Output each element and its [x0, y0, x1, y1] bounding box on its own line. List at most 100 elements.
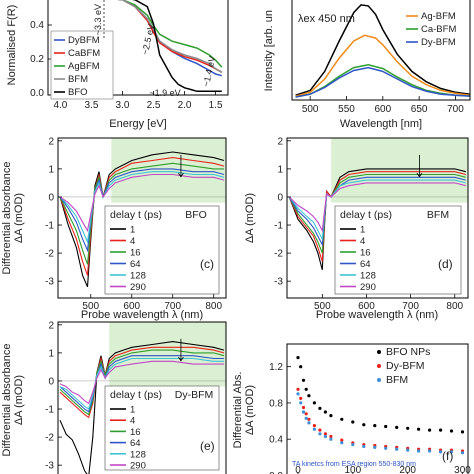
legend-entry: AgBFM	[68, 61, 100, 72]
data-point	[449, 429, 454, 433]
y-axis-label: ΔA (mOD)	[244, 193, 256, 243]
plot-frame	[57, 137, 227, 299]
data-point	[428, 449, 432, 453]
x-tick-label: 3.5	[84, 100, 98, 111]
y-tick-label: -3	[45, 277, 54, 288]
data-point	[301, 410, 306, 414]
x-tick-label: 2.0	[178, 100, 192, 111]
legend: DyBFM CaBFM AgBFM BFM BFO	[50, 30, 114, 100]
annotation-1-9ev: ~1.9 eV	[149, 88, 180, 98]
data-point	[299, 365, 303, 369]
data-point	[340, 441, 344, 445]
legend-entry: 16	[360, 248, 371, 259]
x-ticks: 500 550 600 650 700	[302, 96, 464, 115]
legend-entry: 4	[130, 236, 135, 247]
data-point	[351, 443, 355, 447]
plot-frame	[57, 321, 227, 474]
data-point	[323, 434, 327, 439]
panel-letter: (d)	[438, 257, 453, 271]
data-point	[312, 401, 316, 405]
legend-title: delay t (ps)	[340, 209, 392, 221]
data-point	[323, 432, 327, 436]
x-tick-label: 0	[295, 465, 301, 474]
data-point	[312, 427, 316, 431]
legend-marker	[377, 364, 381, 368]
sample-label: Dy-BFM	[175, 389, 214, 401]
y-tick-label: -1	[274, 221, 283, 232]
pl-curves	[295, 4, 470, 98]
data-point	[318, 428, 322, 432]
panel-f: 1.2 0.8 0.4 0.0 0 100 200 300 ΔA (mOD) Differe…	[232, 343, 471, 474]
x-tick-label: 200	[399, 465, 416, 474]
legend-entry: 64	[130, 438, 141, 449]
y-tick-label: -3	[45, 461, 54, 472]
legend-entry: 16	[130, 427, 141, 438]
x-ticks: 0 100 200 300	[295, 465, 471, 474]
y-tick-label: 0.0	[30, 88, 44, 99]
y-ticks: 2 1 0 -1 -2 -3	[45, 320, 62, 472]
series-line	[117, 0, 223, 73]
kinetics-note: TA kinetcs from ESA region 550-830 nm	[292, 461, 416, 468]
annotation-1-4ev: ~1.4 eV	[201, 55, 217, 88]
panel-letter: (f)	[442, 449, 453, 463]
y-tick-label: 0.4	[30, 20, 44, 31]
y-tick-label: -2	[274, 249, 283, 260]
x-ticks: 500 600 700 800	[82, 294, 222, 312]
x-tick-label: 550	[338, 104, 355, 115]
x-tick-label: 4.0	[53, 100, 67, 111]
data-point	[428, 428, 432, 432]
x-tick-label: 600	[374, 104, 391, 115]
legend: BFO NPs Dy-BFM BFM	[377, 346, 430, 386]
x-tick-label: 3.0	[116, 100, 130, 111]
data-point	[384, 424, 388, 429]
series-line	[288, 182, 466, 233]
data-point	[318, 432, 322, 436]
x-axis-label: Probe wavelength λ (nm)	[316, 309, 438, 321]
panel-d: 2 1 0 -1 -2 -3 500 600 700 800 ΔA (mOD) Probe wa…	[244, 136, 469, 321]
legend: Ag-BFM Ca-BFM Dy-BFM	[406, 11, 456, 48]
data-point	[307, 421, 311, 425]
plot-frame	[291, 0, 471, 101]
y-tick-label: -3	[274, 277, 283, 288]
data-point	[296, 356, 300, 360]
legend-title: delay t (ps)	[110, 209, 162, 221]
x-axis-label: Energy [eV]	[109, 118, 166, 130]
series-line	[117, 0, 222, 77]
legend-box	[104, 385, 220, 471]
data-point	[307, 417, 311, 421]
data-point	[296, 392, 300, 396]
series-line	[59, 360, 224, 405]
data-point	[373, 445, 377, 449]
legend-entry: 16	[130, 248, 141, 259]
plot-frame	[286, 137, 469, 299]
data-point	[351, 420, 355, 424]
data-point	[304, 412, 308, 416]
plot-frame	[286, 343, 469, 474]
legend-entry: Dy-BFM	[421, 37, 456, 48]
legend-entry: 128	[360, 271, 376, 282]
legend-entry: BFO	[68, 87, 88, 98]
legend-entry: BFM	[386, 374, 408, 386]
x-tick-label: 100	[344, 465, 361, 474]
data-point	[296, 387, 300, 391]
panel-top-right: Intensity [arb. un 500 550 600 650 700 Wavel…	[263, 0, 471, 130]
x-axis-label: Probe wavelength λ (nm)	[81, 309, 203, 321]
y-tick-label: 2	[277, 136, 283, 147]
data-point	[417, 449, 421, 453]
y-tick-label: 1	[48, 164, 54, 175]
y-tick-label: 0.4	[269, 435, 283, 446]
data-point	[329, 414, 333, 418]
data-point	[340, 438, 344, 442]
data-point	[323, 410, 327, 414]
series-line	[59, 349, 225, 416]
x-axis-label: Wavelength [nm]	[340, 118, 422, 130]
y-tick-label: 0.0	[269, 471, 283, 474]
legend-marker	[377, 378, 381, 382]
legend-entry: 290	[360, 282, 376, 293]
data-point	[362, 444, 366, 449]
legend-entry: Ca-BFM	[421, 24, 456, 35]
annotation-3-3ev: ~3.3 eV	[93, 4, 103, 35]
x-tick-label: 800	[205, 301, 222, 312]
y-tick-label: 0	[48, 376, 54, 387]
